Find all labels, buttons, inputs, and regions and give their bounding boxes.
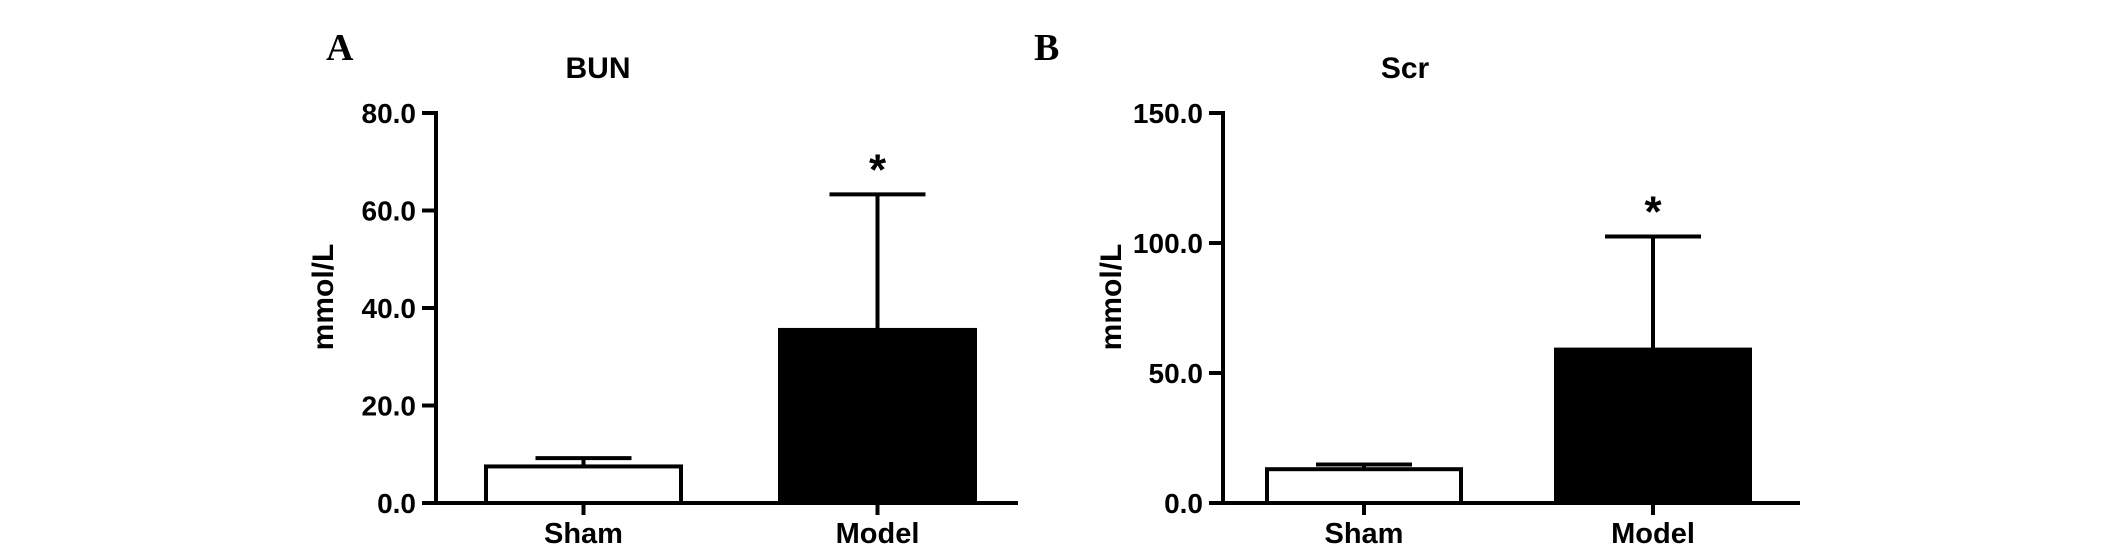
plot-area-b: 0.0 50.0 100.0 150.0 Sham Model * bbox=[1133, 98, 1800, 549]
y-tick-label-a-2: 40.0 bbox=[362, 293, 417, 324]
panel-letter-b: B bbox=[1034, 27, 1059, 69]
y-tick-label-b-2: 100.0 bbox=[1133, 228, 1203, 259]
x-tick-label-b-1: Model bbox=[1611, 518, 1695, 549]
chart-title-bun: BUN bbox=[566, 52, 631, 85]
y-tick-label-a-3: 60.0 bbox=[362, 196, 417, 227]
x-tick-label-a-1: Model bbox=[836, 518, 920, 549]
panel-a: A BUN mmol/L 0.0 20.0 40.0 60.0 80.0 Sham Mode… bbox=[307, 27, 1018, 549]
y-tick-label-b-3: 150.0 bbox=[1133, 98, 1203, 129]
bar-a-sham bbox=[484, 464, 683, 505]
plot-area-a: 0.0 20.0 40.0 60.0 80.0 Sham Model * bbox=[362, 98, 1018, 549]
panel-letter-a: A bbox=[326, 27, 354, 69]
bar-b-model bbox=[1554, 347, 1752, 505]
significance-mark-a-1: * bbox=[869, 145, 887, 194]
y-tick-label-b-1: 50.0 bbox=[1149, 358, 1204, 389]
x-tick-label-b-0: Sham bbox=[1325, 518, 1404, 549]
y-axis-label-a: mmol/L bbox=[307, 244, 340, 351]
y-axis-label-b: mmol/L bbox=[1095, 244, 1128, 351]
y-tick-label-b-0: 0.0 bbox=[1164, 488, 1203, 519]
significance-mark-b-1: * bbox=[1644, 188, 1662, 237]
y-tick-label-a-4: 80.0 bbox=[362, 98, 417, 129]
bar-a-model bbox=[778, 327, 977, 505]
x-tick-label-a-0: Sham bbox=[544, 518, 623, 549]
y-tick-label-a-1: 20.0 bbox=[362, 391, 417, 422]
bar-b-sham bbox=[1265, 467, 1463, 506]
y-tick-label-a-0: 0.0 bbox=[377, 488, 416, 519]
chart-title-scr: Scr bbox=[1381, 52, 1430, 85]
panel-b: B Scr mmol/L 0.0 50.0 100.0 150.0 Sham Model * bbox=[1034, 27, 1800, 549]
